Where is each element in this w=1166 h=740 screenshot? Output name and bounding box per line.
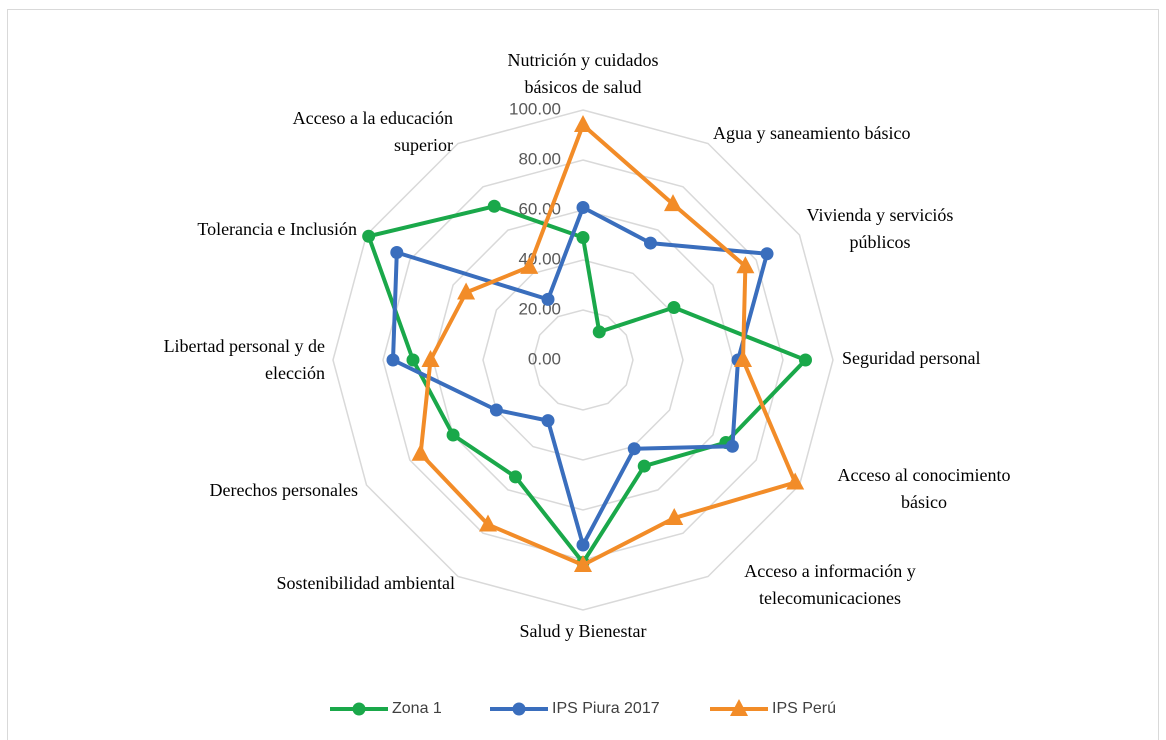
category-label: Libertad personal y de elección [164,336,325,383]
data-point [457,282,476,300]
data-point [786,472,805,490]
data-point [487,199,501,213]
data-point [574,115,592,132]
data-point [576,231,590,244]
data-point [667,301,681,314]
category-label: Sostenibilidad ambiental [277,573,455,593]
data-point [411,443,430,461]
category-label: Agua y saneamiento básico [713,123,910,143]
data-point [627,442,641,456]
data-point [734,350,752,367]
data-point [489,403,503,417]
category-label: Acceso al conocimiento básico [838,465,1011,512]
data-point [446,428,460,442]
legend-marker [730,699,748,716]
data-point [479,514,497,532]
y-tick-label: 100.00 [509,99,561,118]
legend-label: IPS Perú [772,700,836,717]
data-point [362,229,376,243]
data-point [406,353,420,367]
legend-label: IPS Piura 2017 [552,700,660,717]
category-label: Derechos personales [210,480,358,500]
data-point [386,353,400,367]
data-point [799,353,812,367]
data-point [520,256,539,274]
data-point [644,236,657,250]
grid-ring [532,309,634,411]
data-point [541,414,555,428]
data-point [637,459,651,473]
legend-marker [512,702,526,716]
data-point [390,246,404,259]
category-label: Nutrición y cuidados básicos de salud [508,50,659,97]
data-point [664,194,682,212]
y-tick-label: 80.00 [518,149,561,168]
category-label: Tolerancia e Inclusión [197,219,357,239]
data-point [736,256,755,274]
data-point [592,325,606,339]
data-point [541,292,555,306]
data-point [576,201,590,214]
category-label: Salud y Bienestar [520,621,647,641]
data-point [576,538,590,552]
data-point [665,508,684,526]
data-point [725,439,739,453]
data-point [574,555,592,572]
category-label: Acceso a información y telecomunicaciones [744,561,915,608]
data-point [760,247,774,261]
legend-label: Zona 1 [392,700,442,717]
data-point [421,350,440,367]
y-tick-label: 0.00 [528,349,561,368]
data-point [509,470,522,484]
category-label: Acceso a la educación superior [293,108,453,155]
legend-marker [352,702,366,716]
grid-ring [432,209,734,511]
category-label: Vivienda y serviciós públicos [807,205,954,252]
y-tick-label: 20.00 [518,299,561,318]
category-label: Seguridad personal [842,348,980,368]
